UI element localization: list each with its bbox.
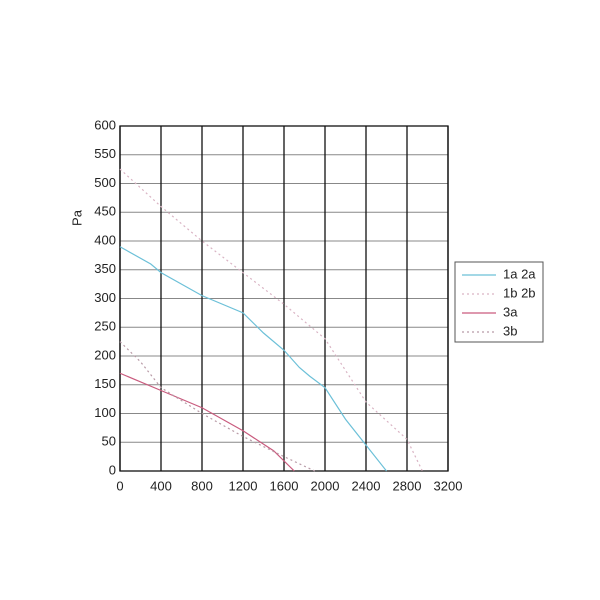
series-line — [119, 168, 423, 472]
x-tick-label: 400 — [150, 478, 172, 493]
x-tick-label: 800 — [191, 478, 213, 493]
series-line — [119, 246, 387, 472]
x-tick-label: 2000 — [311, 478, 340, 493]
y-tick-label: 600 — [94, 117, 116, 132]
y-tick-label: 300 — [94, 290, 116, 305]
x-tick-label: 1600 — [270, 478, 299, 493]
series-line — [119, 341, 316, 472]
y-axis-label: Pa — [69, 209, 84, 226]
y-tick-label: 200 — [94, 347, 116, 362]
legend-label: 1b 2b — [503, 285, 536, 300]
legend-label: 3a — [503, 304, 518, 319]
x-tick-label: 2800 — [393, 478, 422, 493]
y-tick-label: 400 — [94, 232, 116, 247]
y-tick-label: 0 — [109, 462, 116, 477]
y-tick-label: 150 — [94, 376, 116, 391]
y-tick-label: 250 — [94, 319, 116, 334]
plot-border — [119, 125, 449, 472]
series-line — [119, 372, 295, 472]
y-tick-label: 500 — [94, 175, 116, 190]
y-tick-label: 100 — [94, 405, 116, 420]
legend-label: 1a 2a — [503, 266, 536, 281]
y-tick-label: 450 — [94, 204, 116, 219]
x-tick-label: 2400 — [352, 478, 381, 493]
x-tick-label: 0 — [116, 478, 123, 493]
legend-label: 3b — [503, 323, 517, 338]
x-tick-label: 3200 — [434, 478, 463, 493]
y-tick-label: 550 — [94, 146, 116, 161]
y-tick-label: 50 — [102, 434, 116, 449]
x-tick-label: 1200 — [229, 478, 258, 493]
y-tick-label: 350 — [94, 261, 116, 276]
